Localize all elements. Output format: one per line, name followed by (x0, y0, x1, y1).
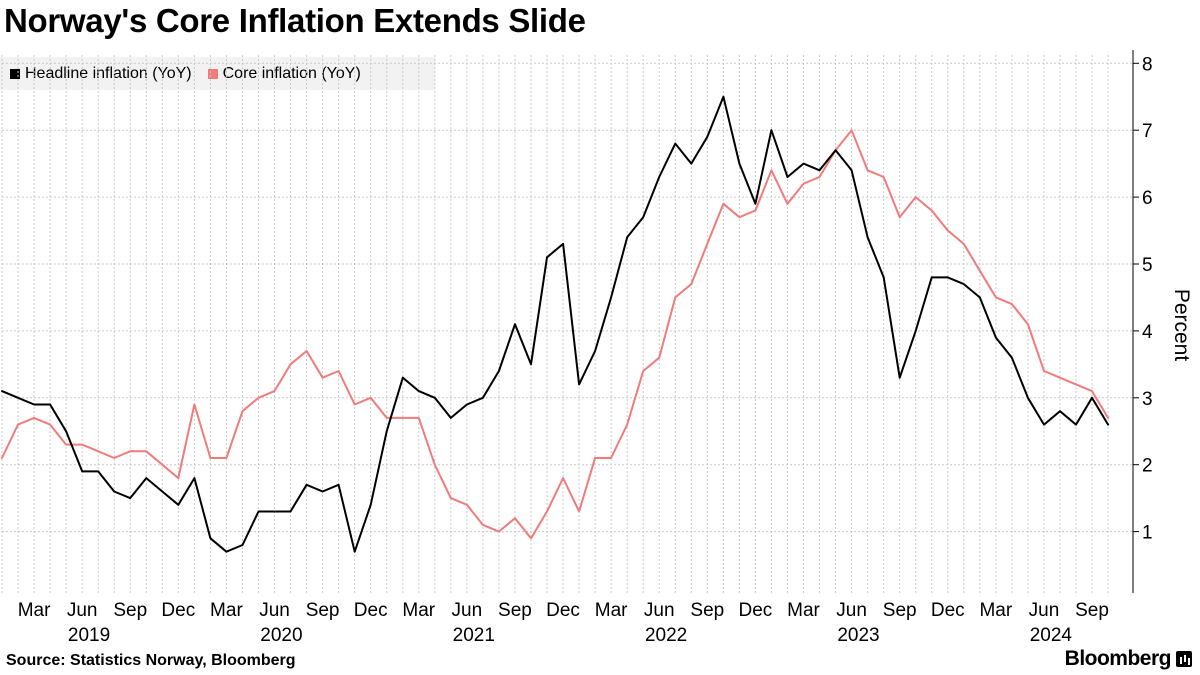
x-tick-label-month: Mar (979, 600, 1012, 621)
x-tick-label-month: Sep (113, 600, 147, 621)
source-note: Source: Statistics Norway, Bloomberg (6, 652, 296, 669)
y-tick-label: 7 (1142, 121, 1153, 142)
x-tick-label-year: 2020 (260, 625, 302, 646)
y-tick-label: 3 (1142, 389, 1153, 410)
legend-label-headline: Headline inflation (YoY) (25, 64, 192, 82)
x-tick-label-month: Mar (595, 600, 628, 621)
series-lines (1, 95, 1110, 553)
x-tick-label-month: Sep (1075, 600, 1109, 621)
series-line-headline (1, 95, 1110, 553)
x-tick-label-month: Dec (354, 600, 388, 621)
y-tick-label: 4 (1142, 322, 1153, 343)
y-axis-label: Percent (1170, 289, 1193, 362)
y-tick-label: 1 (1142, 523, 1153, 544)
gridlines (1, 55, 1133, 593)
y-tick-labels: 1 2 3 4 5 6 7 8 (1142, 54, 1153, 543)
x-tick-label-month: Jun (1029, 600, 1060, 621)
x-tick-labels: Mar 2019 Jun Sep Dec Mar 2020 Jun Sep Dec Mar 2021 J… (18, 600, 1109, 646)
x-tick-label-month: Sep (498, 600, 532, 621)
y-tick-label: 6 (1142, 188, 1153, 209)
y-tick-label: 2 (1142, 456, 1153, 477)
legend-label-core: Core inflation (YoY) (222, 64, 361, 82)
x-tick-label-year: 2024 (1030, 625, 1073, 646)
x-tick-label-year: 2021 (453, 625, 495, 646)
brand-name: Bloomberg (1064, 647, 1172, 670)
bloomberg-chart-icon (1176, 651, 1192, 667)
x-tick-label-month: Dec (161, 600, 195, 621)
x-tick-label-month: Dec (546, 600, 580, 621)
x-tick-label-month: Dec (739, 600, 773, 621)
x-tick-label-month: Jun (644, 600, 675, 621)
x-tick-label-year: 2019 (68, 625, 110, 646)
x-tick-label-month: Mar (210, 600, 243, 621)
x-tick-label-month: Sep (690, 600, 724, 621)
legend-swatch-core (207, 68, 218, 79)
x-tick-label-month: Mar (18, 600, 51, 621)
chart-legend: Headline inflation (YoY) Core inflation … (0, 57, 435, 90)
legend-item-core: Core inflation (YoY) (207, 64, 361, 83)
x-tick-label-month: Mar (787, 600, 820, 621)
x-tick-label-month: Dec (931, 600, 965, 621)
x-tick-label-month: Jun (452, 600, 483, 621)
x-tick-label-month: Mar (402, 600, 435, 621)
legend-item-headline: Headline inflation (YoY) (10, 65, 192, 83)
x-tick-label-month: Sep (883, 600, 917, 621)
x-tick-label-year: 2022 (645, 625, 687, 646)
y-tick-label: 8 (1142, 54, 1153, 75)
chart-title: Norway's Core Inflation Extends Slide (4, 2, 586, 39)
series-line-core (1, 129, 1110, 540)
bloomberg-logo: Bloomberg (1065, 647, 1192, 671)
legend-swatch-headline (10, 68, 20, 79)
x-tick-label-month: Jun (67, 600, 98, 621)
axes (1132, 50, 1139, 593)
x-tick-label-month: Jun (836, 600, 867, 621)
x-tick-label-month: Jun (259, 600, 290, 621)
x-tick-label-year: 2023 (837, 625, 879, 646)
x-tick-label-month: Sep (306, 600, 340, 621)
y-tick-label: 5 (1142, 255, 1153, 276)
